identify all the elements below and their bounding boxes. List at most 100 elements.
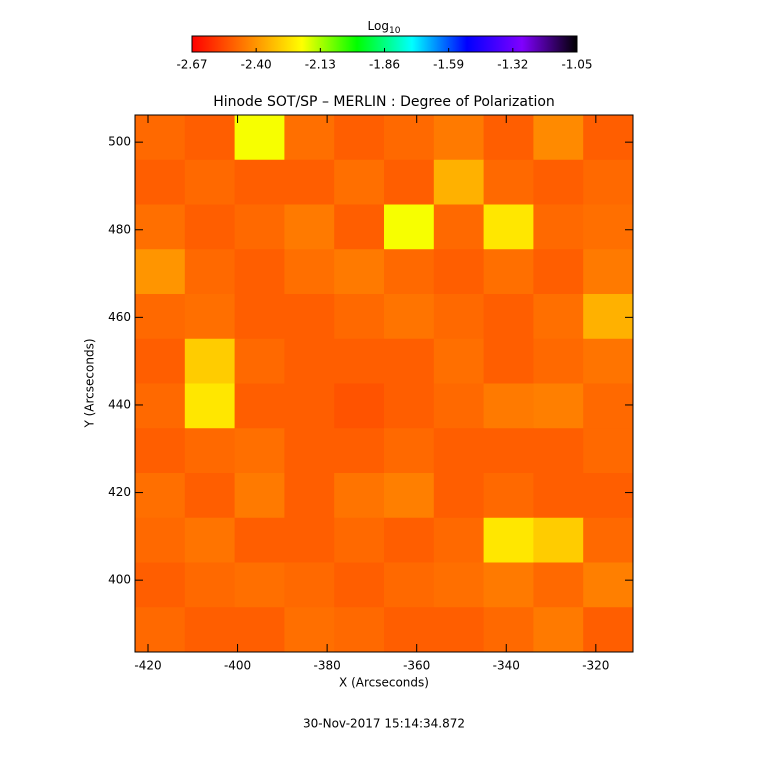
heat-cell [334, 473, 385, 519]
heat-cell [384, 338, 435, 384]
heat-cell [284, 428, 335, 474]
heat-cell [234, 159, 285, 205]
colorbar-tick-label: -1.32 [497, 58, 528, 72]
heat-cell [384, 562, 435, 608]
heat-cell [234, 428, 285, 474]
heat-cell [184, 473, 236, 519]
heat-cell [384, 115, 435, 161]
heat-cell [433, 159, 485, 205]
heat-cell [284, 517, 335, 563]
heat-cell [384, 204, 435, 250]
heat-cell [334, 115, 385, 161]
y-tick-label: 460 [108, 310, 131, 324]
heat-cell [433, 294, 485, 340]
colorbar-title: Log10 [368, 19, 401, 36]
y-tick-label: 480 [108, 222, 131, 236]
heat-cell [334, 607, 385, 653]
heat-cell [483, 204, 534, 250]
heat-cell [433, 428, 485, 474]
y-tick-label: 420 [108, 485, 131, 499]
heat-cell [234, 383, 285, 429]
y-axis-label: Y (Arcseconds) [83, 338, 97, 428]
heat-cell [483, 294, 534, 340]
heat-cell [533, 517, 584, 563]
heat-cell [184, 294, 236, 340]
heat-cell [583, 517, 634, 563]
heat-cell [483, 517, 534, 563]
heat-cell [433, 115, 485, 161]
heat-cell [433, 607, 485, 653]
heat-cell [583, 562, 634, 608]
heat-cell [334, 204, 385, 250]
x-tick-label: -360 [403, 659, 430, 673]
heat-cell [483, 159, 534, 205]
heat-cell [533, 294, 584, 340]
heat-cell [234, 338, 285, 384]
heat-cell [135, 159, 186, 205]
heat-cell [234, 562, 285, 608]
heat-cell [234, 115, 285, 161]
heat-cell [184, 607, 236, 653]
heat-cell [583, 115, 634, 161]
heat-cell [284, 338, 335, 384]
heat-cell [384, 428, 435, 474]
heat-cell [184, 249, 236, 295]
x-tick-label: -400 [224, 659, 251, 673]
heat-cell [433, 383, 485, 429]
heat-cell [533, 607, 584, 653]
heat-cell [234, 607, 285, 653]
colorbar-tick-label: -2.67 [176, 58, 207, 72]
y-tick-label: 500 [108, 135, 131, 149]
heat-cell [384, 517, 435, 563]
heat-cell [583, 607, 634, 653]
heat-cell [234, 204, 285, 250]
heatmap [135, 115, 634, 653]
heat-cell [533, 338, 584, 384]
x-tick-label: -320 [582, 659, 609, 673]
heat-cell [533, 428, 584, 474]
heat-cell [583, 294, 634, 340]
chart-title: Hinode SOT/SP – MERLIN : Degree of Polar… [213, 94, 555, 110]
heat-cell [234, 473, 285, 519]
heat-cell [433, 204, 485, 250]
heat-cell [135, 115, 186, 161]
heat-cell [184, 383, 236, 429]
heat-cell [284, 607, 335, 653]
colorbar-tick-label: -1.59 [433, 58, 464, 72]
colorbar-tick-label: -1.86 [369, 58, 400, 72]
heat-cell [483, 562, 534, 608]
heat-cell [483, 473, 534, 519]
heat-cell [334, 249, 385, 295]
heat-cell [334, 338, 385, 384]
y-tick-label: 440 [108, 397, 131, 411]
heat-cell [483, 428, 534, 474]
heat-cell [184, 115, 236, 161]
heat-cell [284, 473, 335, 519]
y-tick-label: 400 [108, 573, 131, 587]
heat-cell [334, 383, 385, 429]
heat-cell [135, 338, 186, 384]
heat-cell [384, 294, 435, 340]
heat-cell [284, 204, 335, 250]
heat-cell [433, 473, 485, 519]
heat-cell [135, 294, 186, 340]
heat-cell [184, 338, 236, 384]
colorbar-tick-label: -2.40 [241, 58, 272, 72]
heat-cell [135, 428, 186, 474]
heat-cell [135, 249, 186, 295]
heat-cell [334, 159, 385, 205]
heat-cell [334, 428, 385, 474]
colorbar-title-base: Log [368, 19, 389, 33]
heat-cell [533, 204, 584, 250]
x-tick-label: -420 [134, 659, 161, 673]
heat-cell [384, 473, 435, 519]
heat-cell [234, 249, 285, 295]
heat-cell [483, 338, 534, 384]
heat-cell [483, 249, 534, 295]
heat-cell [483, 383, 534, 429]
heat-cell [184, 428, 236, 474]
heat-cell [433, 249, 485, 295]
heat-cell [433, 517, 485, 563]
heat-cell [234, 294, 285, 340]
